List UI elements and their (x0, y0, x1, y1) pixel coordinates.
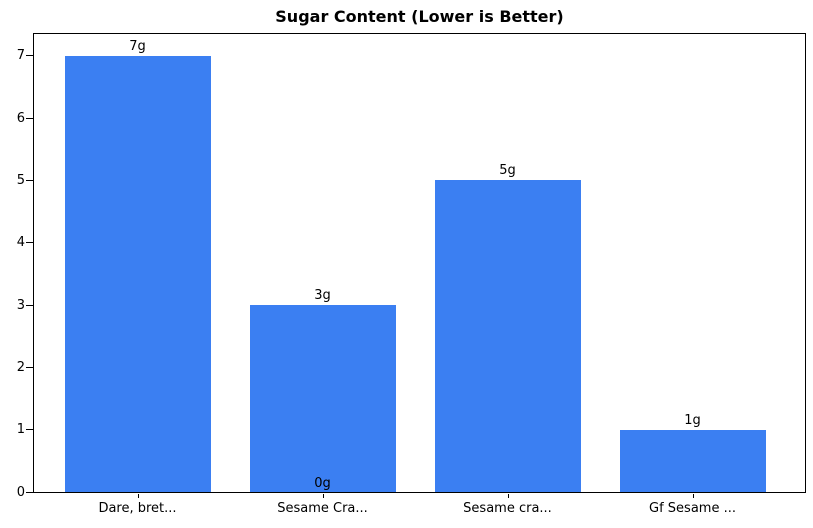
y-tick-label: 2 (16, 359, 25, 375)
y-tick-mark (26, 179, 33, 181)
y-tick-label: 3 (16, 297, 25, 313)
bar-value-label: 1g (684, 412, 701, 428)
y-tick-mark (26, 491, 33, 493)
bar-dare-bret (64, 55, 211, 492)
bar-sesame-cra (434, 180, 581, 492)
plot-area: 7g 3g 5g 1g 0g (33, 33, 806, 493)
y-tick-label: 0 (16, 484, 25, 500)
bar-gf-sesame (619, 429, 766, 492)
y-tick-mark (26, 304, 33, 306)
x-tick-mark (322, 494, 324, 498)
x-axis-category-label: Sesame cra... (463, 501, 552, 516)
x-axis-category-label: Sesame Cra... (277, 501, 368, 516)
x-tick-mark (692, 494, 694, 498)
bar-value-label-zero: 0g (314, 476, 331, 491)
chart-title: Sugar Content (Lower is Better) (275, 7, 564, 26)
bar-value-label: 3g (314, 288, 331, 304)
y-tick-mark (26, 429, 33, 431)
bar-sesame-cra (249, 305, 396, 492)
y-tick-mark (26, 366, 33, 368)
y-tick-mark (26, 242, 33, 244)
y-tick-label: 4 (16, 235, 25, 251)
x-tick-mark (507, 494, 509, 498)
bar-value-label: 7g (129, 38, 146, 54)
bar-value-label: 5g (499, 163, 516, 179)
y-tick-label: 5 (16, 172, 25, 188)
y-tick-mark (26, 55, 33, 57)
x-axis-category-label: Dare, bret... (98, 501, 177, 516)
y-tick-label: 7 (16, 48, 25, 64)
x-tick-mark (137, 494, 139, 498)
y-tick-label: 1 (16, 422, 25, 438)
y-tick-mark (26, 117, 33, 119)
x-axis-category-label: Gf Sesame ... (649, 501, 736, 516)
y-tick-label: 6 (16, 110, 25, 126)
